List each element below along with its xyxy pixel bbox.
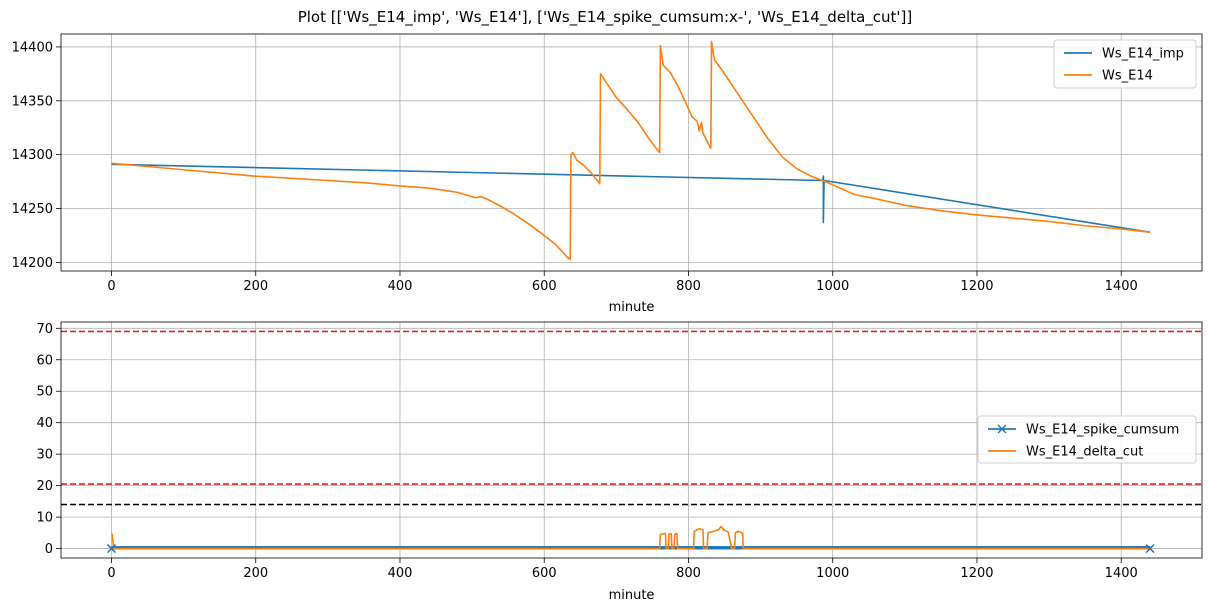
x-tick-label: 200 (243, 566, 268, 581)
y-tick-label: 10 (36, 511, 53, 526)
plot-area (111, 40, 1151, 260)
x-axis-label: minute (609, 588, 655, 603)
series-line-Ws_E14_delta_cut (111, 525, 1151, 550)
axes-frame (60, 33, 1203, 272)
legend-label: Ws_E14 (1102, 69, 1153, 84)
figure-title: Plot [['Ws_E14_imp', 'Ws_E14'], ['Ws_E14… (298, 8, 913, 27)
y-tick-label: 60 (36, 353, 53, 368)
plot-area (61, 330, 1202, 550)
y-tick-label: 40 (36, 416, 53, 431)
x-tick-label: 200 (243, 279, 268, 294)
series-marker-Ws_E14_spike_cumsum (106, 544, 117, 554)
y-tick-label: 14350 (12, 94, 53, 109)
legend-frame (977, 415, 1197, 464)
x-tick-label: 600 (532, 566, 557, 581)
chart-top: 0 200 400 600 800 1000 1200 1400 14200 14250 14300… (12, 33, 1203, 315)
legend-label: Ws_E14_imp (1102, 47, 1184, 62)
y-tick-label: 0 (45, 542, 53, 557)
legend-label: Ws_E14_delta_cut (1026, 445, 1143, 460)
legend-marker (997, 424, 1007, 434)
y-tick-label: 14200 (12, 256, 53, 271)
y-tick-label: 14400 (12, 40, 53, 55)
x-tick-label: 0 (107, 566, 115, 581)
legend: Ws_E14_imp Ws_E14 (1053, 39, 1197, 89)
series-line-Ws_E14 (111, 40, 1151, 260)
x-tick-label: 600 (532, 279, 557, 294)
series-marker-Ws_E14_spike_cumsum (1145, 544, 1155, 554)
chart-bottom: 0 200 400 600 800 1000 1200 1400 0 10 20 30 40 50 60 70… (36, 321, 1203, 603)
x-tick-label: 1200 (960, 279, 993, 294)
x-tick-label: 1000 (816, 279, 849, 294)
axes-frame (60, 321, 1203, 559)
x-tick-label: 800 (676, 279, 701, 294)
legend-frame (1053, 39, 1197, 89)
y-tick-label: 70 (36, 322, 53, 337)
x-tick-label: 1000 (816, 566, 849, 581)
x-tick-label: 800 (676, 566, 701, 581)
y-tick-label: 30 (36, 448, 53, 463)
x-tick-label: 400 (388, 566, 413, 581)
y-tick-label: 50 (36, 385, 53, 400)
y-tick-label: 20 (36, 479, 53, 494)
x-tick-label: 1400 (1105, 566, 1138, 581)
series-line-Ws_E14_imp (111, 163, 1151, 234)
legend-label: Ws_E14_spike_cumsum (1026, 423, 1179, 438)
x-tick-label: 1200 (960, 566, 993, 581)
legend: Ws_E14_spike_cumsum Ws_E14_delta_cut (977, 415, 1197, 464)
x-tick-label: 0 (107, 279, 115, 294)
x-tick-label: 400 (388, 279, 413, 294)
y-tick-label: 14300 (12, 148, 53, 163)
y-tick-label: 14250 (12, 202, 53, 217)
x-axis-label: minute (609, 300, 655, 315)
x-tick-label: 1400 (1105, 279, 1138, 294)
